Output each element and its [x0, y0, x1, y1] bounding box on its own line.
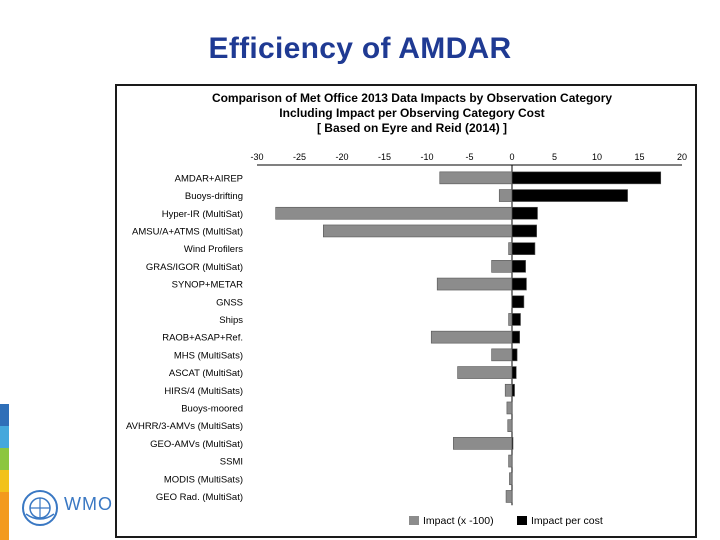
- legend-label: Impact per cost: [531, 515, 603, 527]
- category-label: Buoys-drifting: [185, 191, 243, 202]
- slide-title: Efficiency of AMDAR: [208, 32, 512, 65]
- bar-impact: [457, 366, 513, 379]
- bar-impact: [491, 348, 513, 362]
- category-label: HIRS/4 (MultiSats): [164, 386, 243, 397]
- x-tick-label: -5: [465, 152, 473, 162]
- category-label: ASCAT (MultiSat): [169, 368, 243, 379]
- bar-impact-per-cost: [511, 171, 662, 185]
- bar-impact: [508, 454, 513, 468]
- bar-impact-per-cost: [511, 224, 537, 238]
- x-tick-label: 20: [677, 152, 687, 162]
- x-tick-label: -30: [250, 152, 263, 162]
- accent-strip-cyan: [0, 426, 9, 448]
- category-label: GEO-AMVs (MultiSat): [150, 439, 243, 450]
- bar-impact: [498, 189, 513, 202]
- bar-impact: [491, 260, 513, 273]
- x-tick-label: -10: [420, 152, 433, 162]
- chart-title-line-3: [ Based on Eyre and Reid (2014) ]: [317, 121, 507, 135]
- bar-impact: [509, 472, 513, 486]
- bar-impact-per-cost: [511, 295, 525, 309]
- category-label: SSMI: [220, 457, 243, 468]
- x-tick-label: 10: [592, 152, 602, 162]
- x-tick-label: -25: [293, 152, 306, 162]
- x-tick-label: 0: [509, 152, 514, 162]
- bar-impact: [453, 437, 513, 450]
- bar-impact-per-cost: [511, 206, 538, 220]
- chart-title-line-2: Including Impact per Observing Category …: [279, 106, 544, 120]
- chart-title-line-1: Comparison of Met Office 2013 Data Impac…: [212, 91, 612, 105]
- category-label: AMSU/A+ATMS (MultiSat): [132, 226, 243, 237]
- category-label: MHS (MultiSats): [174, 350, 243, 361]
- category-label: AVHRR/3-AMVs (MultiSats): [126, 421, 243, 432]
- bar-impact: [504, 383, 513, 397]
- x-tick-label: 5: [552, 152, 557, 162]
- category-label: Hyper-IR (MultiSat): [162, 209, 243, 220]
- bar-impact: [508, 242, 513, 255]
- category-label: GEO Rad. (MultiSat): [156, 492, 243, 503]
- accent-strip-blue: [0, 404, 9, 426]
- bar-impact-per-cost: [511, 366, 517, 379]
- bar-impact-per-cost: [511, 277, 527, 291]
- bar-impact: [275, 206, 513, 220]
- category-label: GNSS: [216, 297, 243, 308]
- bar-impact-per-cost: [511, 383, 515, 397]
- bar-impact: [323, 224, 513, 238]
- legend-swatch: [517, 516, 527, 525]
- bar-impact: [436, 277, 513, 291]
- x-tick-label: -20: [335, 152, 348, 162]
- category-label: Ships: [219, 315, 243, 326]
- legend-swatch: [409, 516, 419, 525]
- category-label: MODIS (MultiSats): [164, 474, 243, 485]
- bar-impact-per-cost: [511, 260, 526, 273]
- bar-impact-per-cost: [511, 313, 521, 326]
- bar-impact-per-cost: [511, 189, 628, 202]
- accent-strip-green: [0, 448, 9, 470]
- x-tick-label: 15: [634, 152, 644, 162]
- bar-impact-per-cost: [511, 242, 536, 255]
- bar-impact-per-cost: [511, 437, 514, 450]
- category-label: RAOB+ASAP+Ref.: [162, 333, 243, 344]
- wmo-logo-text: WMO: [64, 494, 113, 514]
- category-label: SYNOP+METAR: [172, 280, 243, 291]
- accent-strip-yellow: [0, 470, 9, 492]
- bar-impact-per-cost: [511, 330, 520, 344]
- bar-impact: [507, 419, 513, 432]
- bar-impact: [505, 490, 513, 503]
- category-label: Buoys-moored: [181, 403, 243, 414]
- bar-impact: [508, 313, 513, 326]
- wmo-emblem-icon: [22, 490, 58, 526]
- bar-impact: [430, 330, 513, 344]
- legend-label: Impact (x -100): [423, 515, 494, 527]
- accent-strip-orange: [0, 492, 9, 540]
- bar-impact: [506, 401, 513, 415]
- wmo-logo: WMO: [20, 488, 120, 528]
- category-label: Wind Profilers: [184, 244, 243, 255]
- x-tick-label: -15: [378, 152, 391, 162]
- chart-frame: Comparison of Met Office 2013 Data Impac…: [115, 84, 697, 538]
- category-label: AMDAR+AIREP: [175, 173, 243, 184]
- category-label: GRAS/IGOR (MultiSat): [146, 262, 243, 273]
- impact-chart: Comparison of Met Office 2013 Data Impac…: [126, 91, 687, 527]
- bar-impact-per-cost: [511, 348, 518, 362]
- bar-impact: [439, 171, 513, 185]
